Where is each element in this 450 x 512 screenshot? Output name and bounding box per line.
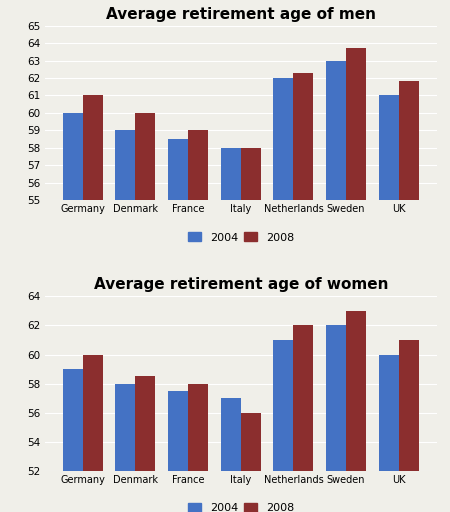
Bar [221,148,241,512]
Legend: 2004, 2008: 2004, 2008 [183,499,298,512]
Title: Average retirement age of men: Average retirement age of men [106,7,376,22]
Bar [399,340,418,512]
Bar [326,326,346,512]
Bar [63,113,83,512]
Bar [168,139,188,512]
Bar [346,311,366,512]
Bar [168,391,188,512]
Bar [135,376,155,512]
Bar [379,355,399,512]
Bar [346,48,366,512]
Bar [293,73,313,512]
Title: Average retirement age of women: Average retirement age of women [94,278,388,292]
Legend: 2004, 2008: 2004, 2008 [183,228,298,247]
Bar [116,131,135,512]
Bar [188,131,208,512]
Bar [293,326,313,512]
Bar [399,81,418,512]
Bar [274,78,293,512]
Bar [274,340,293,512]
Bar [116,383,135,512]
Bar [326,60,346,512]
Bar [221,398,241,512]
Bar [83,95,103,512]
Bar [241,148,261,512]
Bar [63,369,83,512]
Bar [379,95,399,512]
Bar [83,355,103,512]
Bar [241,413,261,512]
Bar [135,113,155,512]
Bar [188,383,208,512]
